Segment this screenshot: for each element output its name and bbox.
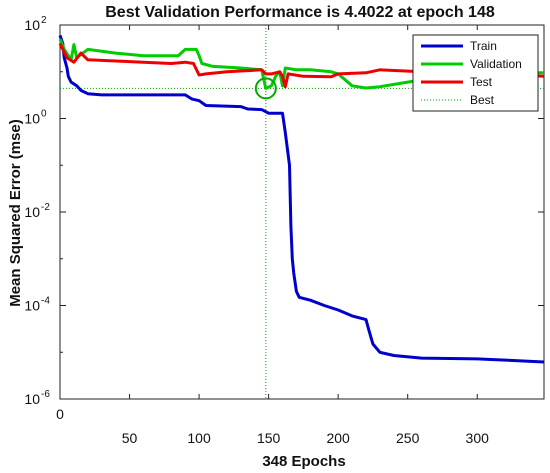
y-tick-label: 10 2 xyxy=(24,15,47,33)
y-tick-label: 10 -6 xyxy=(24,389,50,407)
legend-label: Validation xyxy=(470,57,522,71)
y-tick-exponent: 2 xyxy=(41,15,47,26)
x-tick-label: 100 xyxy=(187,430,211,446)
x-tick-label: 0 xyxy=(56,406,64,422)
y-axis-label: Mean Squared Error (mse) xyxy=(7,119,24,307)
y-tick-label: 10 -2 xyxy=(24,202,50,220)
legend-label: Test xyxy=(470,75,493,89)
y-tick-exponent: 0 xyxy=(41,109,47,120)
y-tick-base: 10 xyxy=(24,17,40,33)
legend-entry-train: Train xyxy=(421,39,497,53)
legend-label: Train xyxy=(470,39,497,53)
legend: Train Validation Test Best xyxy=(412,34,539,112)
x-tick-label: 50 xyxy=(122,430,138,446)
y-tick-base: 10 xyxy=(24,391,40,407)
y-tick-exponent: -4 xyxy=(41,296,50,307)
legend-label: Best xyxy=(470,93,495,107)
y-tick-label: 10 0 xyxy=(24,109,47,127)
x-tick-label: 300 xyxy=(466,430,490,446)
y-tick-base: 10 xyxy=(24,298,40,314)
series-line-test xyxy=(58,42,545,89)
legend-box xyxy=(412,34,539,112)
y-tick-exponent: -2 xyxy=(41,202,50,213)
series-line-validation xyxy=(58,38,544,90)
chart-title: Best Validation Performance is 4.4022 at… xyxy=(105,4,495,21)
legend-entry-validation: Validation xyxy=(421,57,522,71)
y-tick-exponent: -6 xyxy=(41,389,50,400)
x-axis-label: 348 Epochs xyxy=(262,453,345,470)
series-line-train xyxy=(58,34,545,364)
x-tick-label: 250 xyxy=(396,430,420,446)
x-tick-label: 150 xyxy=(257,430,281,446)
legend-entry-best: Best xyxy=(421,93,495,107)
best-marker xyxy=(254,77,277,100)
y-tick-base: 10 xyxy=(24,204,40,220)
legend-entry-test: Test xyxy=(421,75,493,89)
y-tick-base: 10 xyxy=(24,111,40,127)
y-tick-label: 10 -4 xyxy=(24,296,50,314)
x-tick-label: 200 xyxy=(326,430,350,446)
